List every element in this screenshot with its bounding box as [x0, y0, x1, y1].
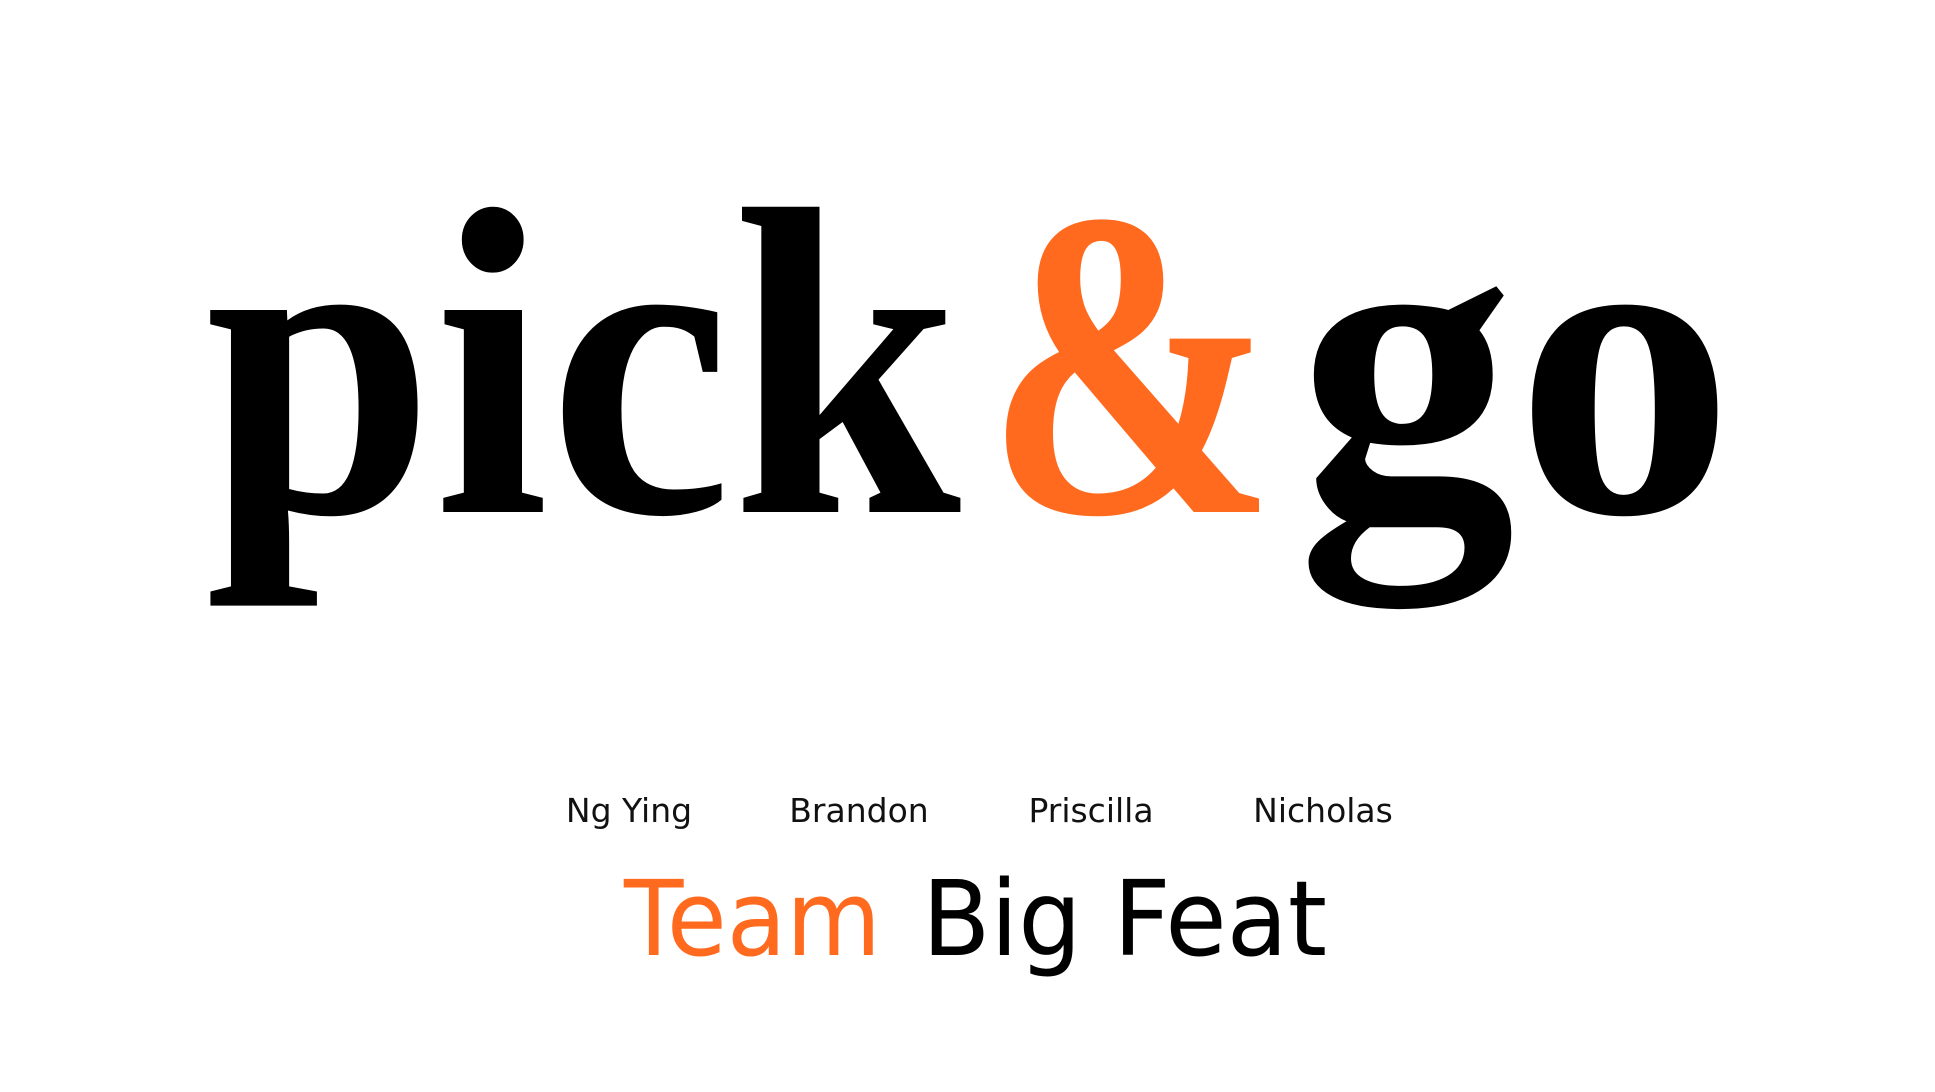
member-name: Nicholas — [1253, 791, 1393, 830]
team-name: Big Feat — [922, 858, 1327, 980]
logo-word: pick — [205, 121, 964, 608]
member-name: Ng Ying — [566, 791, 692, 830]
member-name: Brandon — [789, 791, 928, 830]
member-name: Priscilla — [1028, 791, 1153, 830]
logo-word: go — [1297, 121, 1734, 615]
logo-ampersand: & — [986, 121, 1276, 608]
team-prefix: Team — [623, 858, 881, 980]
